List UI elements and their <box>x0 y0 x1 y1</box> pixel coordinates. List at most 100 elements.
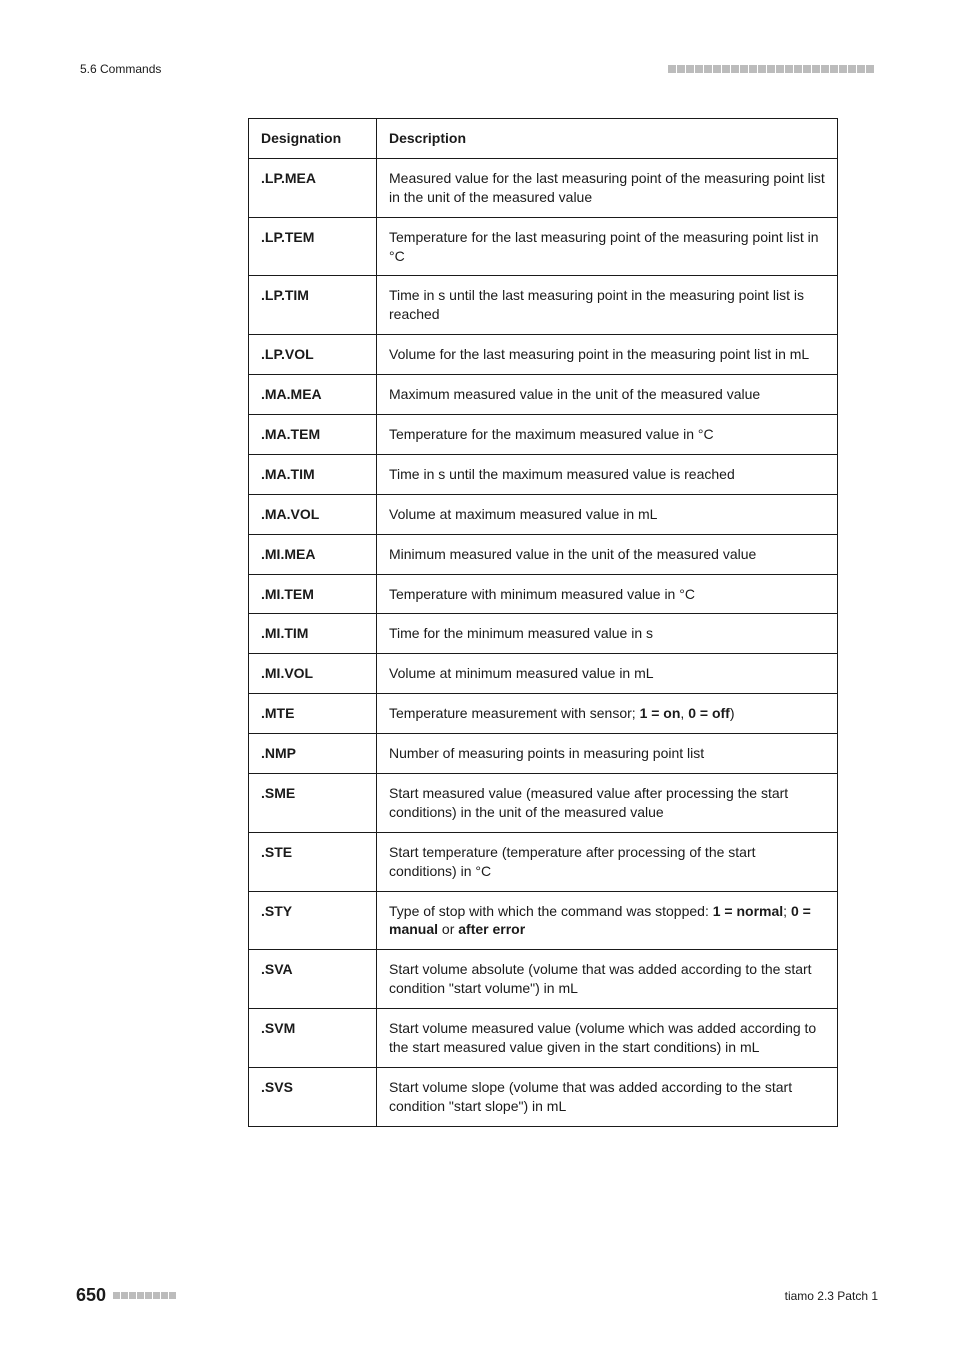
decor-square-icon <box>153 1292 160 1299</box>
cell-designation: .NMP <box>249 734 377 774</box>
decor-square-icon <box>686 65 694 73</box>
page-number: 650 <box>76 1285 176 1306</box>
page-footer: 650 tiamo 2.3 Patch 1 <box>76 1285 878 1306</box>
decor-square-icon <box>145 1292 152 1299</box>
decor-square-icon <box>785 65 793 73</box>
cell-designation: .LP.VOL <box>249 335 377 375</box>
cell-designation: .MI.MEA <box>249 534 377 574</box>
table-row: .STEStart temperature (temperature after… <box>249 832 838 891</box>
cell-description: Temperature measurement with sensor; 1 =… <box>377 694 838 734</box>
decor-square-icon <box>677 65 685 73</box>
decor-square-icon <box>113 1292 120 1299</box>
table-row: .NMPNumber of measuring points in measur… <box>249 734 838 774</box>
decor-square-icon <box>767 65 775 73</box>
decor-square-icon <box>668 65 676 73</box>
footer-doc-title: tiamo 2.3 Patch 1 <box>785 1289 878 1303</box>
cell-description: Volume at maximum measured value in mL <box>377 494 838 534</box>
decor-square-icon <box>749 65 757 73</box>
decor-square-icon <box>731 65 739 73</box>
cell-designation: .SVM <box>249 1009 377 1068</box>
cell-description: Measured value for the last measuring po… <box>377 158 838 217</box>
table-row: .MI.MEAMinimum measured value in the uni… <box>249 534 838 574</box>
decor-square-icon <box>740 65 748 73</box>
decor-square-icon <box>758 65 766 73</box>
cell-description: Maximum measured value in the unit of th… <box>377 375 838 415</box>
cell-description: Start temperature (temperature after pro… <box>377 832 838 891</box>
cell-description: Start volume slope (volume that was adde… <box>377 1067 838 1126</box>
table-row: .SVMStart volume measured value (volume … <box>249 1009 838 1068</box>
col-header-designation: Designation <box>249 119 377 159</box>
cell-designation: .SVA <box>249 950 377 1009</box>
cell-designation: .LP.TIM <box>249 276 377 335</box>
section-label: 5.6 Commands <box>80 62 161 76</box>
cell-description: Volume for the last measuring point in t… <box>377 335 838 375</box>
decor-square-icon <box>169 1292 176 1299</box>
decor-square-icon <box>695 65 703 73</box>
cell-designation: .STY <box>249 891 377 950</box>
table-row: .MI.TEMTemperature with minimum measured… <box>249 574 838 614</box>
cell-designation: .MI.TIM <box>249 614 377 654</box>
table-row: .MTETemperature measurement with sensor;… <box>249 694 838 734</box>
table-row: .SVSStart volume slope (volume that was … <box>249 1067 838 1126</box>
cell-description: Start volume absolute (volume that was a… <box>377 950 838 1009</box>
table-header-row: Designation Description <box>249 119 838 159</box>
cell-description: Time in s until the last measuring point… <box>377 276 838 335</box>
cell-designation: .MI.TEM <box>249 574 377 614</box>
cell-description: Number of measuring points in measuring … <box>377 734 838 774</box>
cell-description: Volume at minimum measured value in mL <box>377 654 838 694</box>
cell-description: Type of stop with which the command was … <box>377 891 838 950</box>
table-row: .LP.VOLVolume for the last measuring poi… <box>249 335 838 375</box>
decor-square-icon <box>848 65 856 73</box>
cell-description: Temperature for the last measuring point… <box>377 217 838 276</box>
table-row: .LP.TIMTime in s until the last measurin… <box>249 276 838 335</box>
cell-designation: .MA.TIM <box>249 454 377 494</box>
cell-description: Start measured value (measured value aft… <box>377 774 838 833</box>
table-row: .MA.MEAMaximum measured value in the uni… <box>249 375 838 415</box>
cell-description: Minimum measured value in the unit of th… <box>377 534 838 574</box>
decor-square-icon <box>137 1292 144 1299</box>
decor-square-icon <box>776 65 784 73</box>
decor-square-icon <box>121 1292 128 1299</box>
table-row: .LP.TEMTemperature for the last measurin… <box>249 217 838 276</box>
cell-description: Time in s until the maximum measured val… <box>377 454 838 494</box>
table-row: .SVAStart volume absolute (volume that w… <box>249 950 838 1009</box>
table-row: .MA.TEMTemperature for the maximum measu… <box>249 415 838 455</box>
decor-square-icon <box>129 1292 136 1299</box>
decor-square-icon <box>812 65 820 73</box>
page-number-text: 650 <box>76 1285 106 1306</box>
table-row: .SMEStart measured value (measured value… <box>249 774 838 833</box>
table-row: .STYType of stop with which the command … <box>249 891 838 950</box>
cell-designation: .MI.VOL <box>249 654 377 694</box>
commands-table: Designation Description .LP.MEAMeasured … <box>248 118 838 1127</box>
cell-designation: .LP.MEA <box>249 158 377 217</box>
cell-description: Temperature for the maximum measured val… <box>377 415 838 455</box>
table-row: .LP.MEAMeasured value for the last measu… <box>249 158 838 217</box>
cell-designation: .MA.TEM <box>249 415 377 455</box>
col-header-description: Description <box>377 119 838 159</box>
decor-square-icon <box>821 65 829 73</box>
cell-description: Temperature with minimum measured value … <box>377 574 838 614</box>
cell-designation: .MA.VOL <box>249 494 377 534</box>
decor-square-icon <box>161 1292 168 1299</box>
decor-square-icon <box>866 65 874 73</box>
cell-designation: .LP.TEM <box>249 217 377 276</box>
decor-square-icon <box>722 65 730 73</box>
table-row: .MI.VOLVolume at minimum measured value … <box>249 654 838 694</box>
decor-square-icon <box>839 65 847 73</box>
table-row: .MA.TIMTime in s until the maximum measu… <box>249 454 838 494</box>
cell-description: Start volume measured value (volume whic… <box>377 1009 838 1068</box>
header-decor-squares <box>667 65 874 73</box>
table-row: .MA.VOLVolume at maximum measured value … <box>249 494 838 534</box>
cell-designation: .MTE <box>249 694 377 734</box>
decor-square-icon <box>830 65 838 73</box>
decor-square-icon <box>803 65 811 73</box>
decor-square-icon <box>857 65 865 73</box>
table-row: .MI.TIMTime for the minimum measured val… <box>249 614 838 654</box>
decor-square-icon <box>704 65 712 73</box>
cell-designation: .SVS <box>249 1067 377 1126</box>
footer-decor-squares <box>112 1292 176 1299</box>
decor-square-icon <box>713 65 721 73</box>
page-header: 5.6 Commands <box>76 62 878 76</box>
decor-square-icon <box>794 65 802 73</box>
cell-designation: .MA.MEA <box>249 375 377 415</box>
